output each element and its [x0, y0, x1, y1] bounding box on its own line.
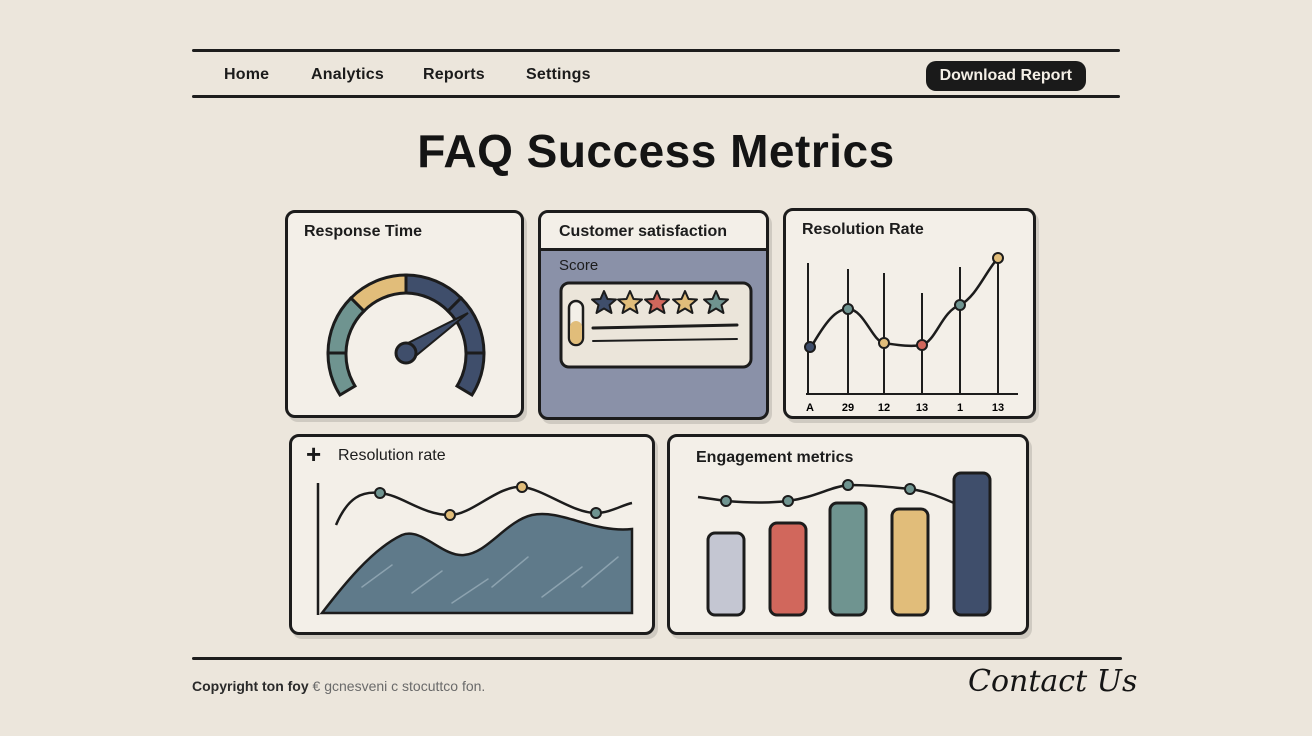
page-title: FAQ Success Metrics: [417, 125, 895, 177]
trend-point-1: [374, 487, 386, 499]
star-2: [617, 290, 643, 314]
engagement-point-3: [842, 479, 854, 491]
bar-5: [952, 471, 992, 617]
contact-us-link[interactable]: Contact Us: [968, 664, 1138, 699]
star-3: [644, 290, 670, 314]
nav-reports-link[interactable]: Reports: [423, 66, 485, 83]
response-time-card: Response Time: [285, 210, 524, 418]
csat-title: Customer satisfaction: [559, 223, 728, 240]
header-top-rule: [192, 49, 1120, 52]
point-6: [992, 252, 1004, 264]
x-tick-3: 12: [878, 402, 890, 414]
resolution-rate-title: Resolution Rate: [802, 221, 924, 238]
point-3: [878, 337, 890, 349]
x-tick-4: 13: [916, 402, 928, 414]
footer-copyright: Copyright ton foy € gcnesveni c stocuttc…: [192, 678, 485, 694]
x-tick-5: 1: [957, 402, 963, 414]
gauge-chart: [326, 273, 486, 398]
trend-point-4: [590, 507, 602, 519]
area-texture: [361, 556, 619, 604]
trend-point-3: [516, 481, 528, 493]
resolution-line-chart: A 29 12 13 1 13: [804, 252, 1018, 414]
engagement-metrics-title: Engagement metrics: [696, 449, 854, 466]
resolution-rate-card: Resolution Rate A 29 12 13 1 13: [783, 208, 1036, 419]
footer-rule: [192, 657, 1122, 660]
csat-text-line-2: [592, 338, 738, 342]
copyright-text: Copyright ton foy: [192, 678, 309, 694]
star-4: [672, 290, 698, 314]
gauge-segment-teal: [326, 351, 358, 398]
csat-header-bar: [541, 213, 766, 251]
resolution-area-chart: [316, 481, 634, 615]
response-time-title: Response Time: [304, 223, 422, 240]
top-navigation: Home Analytics Reports Settings Download…: [192, 58, 1120, 94]
x-tick-2: 29: [842, 402, 854, 414]
csat-text-line-1: [591, 323, 739, 330]
point-2: [842, 303, 854, 315]
bar-4: [890, 507, 930, 617]
resolution-rate-area-card: + Resolution rate: [289, 434, 655, 635]
engagement-metrics-card: Engagement metrics: [667, 434, 1029, 635]
gauge-hub: [394, 341, 418, 365]
area-fill: [319, 512, 634, 615]
resolution-line: [808, 257, 999, 350]
csat-panel: [559, 281, 753, 369]
x-tick-6: 13: [992, 402, 1004, 414]
trend-point-2: [444, 509, 456, 521]
point-4: [916, 339, 928, 351]
bar-1: [706, 531, 746, 617]
gauge-segment-sand: [348, 273, 408, 314]
customer-satisfaction-card: Customer satisfaction Score: [538, 210, 769, 420]
add-widget-icon[interactable]: +: [306, 439, 322, 469]
engagement-point-2: [782, 495, 794, 507]
bar-3: [828, 501, 868, 617]
csat-score-label: Score: [559, 257, 599, 274]
download-report-button[interactable]: Download Report: [925, 61, 1086, 91]
nav-analytics-link[interactable]: Analytics: [311, 66, 384, 83]
point-5: [954, 299, 966, 311]
engagement-point-1: [720, 495, 732, 507]
copyright-muted-text: € gcnesveni c stocuttco fon.: [312, 678, 486, 694]
csat-stars: [591, 290, 729, 314]
engagement-bar-chart: [697, 471, 992, 617]
nav-settings-link[interactable]: Settings: [526, 66, 591, 83]
resolution-rate-area-title: Resolution rate: [338, 447, 446, 464]
gauge-segment-navy-3: [454, 351, 486, 398]
engagement-point-4: [904, 483, 916, 495]
nav-home-link[interactable]: Home: [224, 66, 270, 83]
bar-2: [768, 521, 808, 617]
csat-slider-fill: [570, 321, 582, 344]
x-tick-1: A: [806, 402, 814, 414]
star-5: [703, 290, 729, 314]
point-1: [804, 341, 816, 353]
header-bottom-rule: [192, 95, 1120, 98]
star-1: [591, 290, 617, 314]
